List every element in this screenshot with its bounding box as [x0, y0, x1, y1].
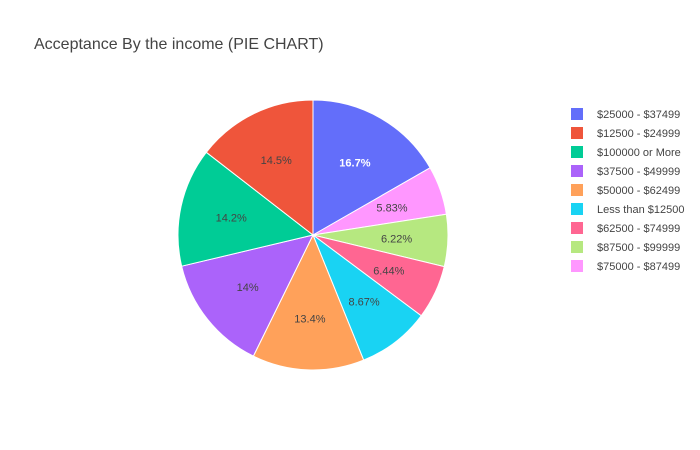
- slice-label-12500-24999: 14.5%: [261, 155, 292, 167]
- legend-swatch: [571, 127, 583, 139]
- pie-slice-25000-37499: [312, 99, 431, 236]
- legend-item-12500-24999[interactable]: $12500 - $24999: [571, 127, 680, 140]
- legend-swatch: [571, 108, 583, 120]
- legend-label: $62500 - $74999: [597, 223, 680, 235]
- pie-slice-labels: 16.7% 5.83% 6.22% 6.44% 8.67% 13.4% 14% 14.2% 14…: [216, 155, 413, 326]
- slice-label-87500-99999: 6.22%: [381, 233, 412, 245]
- legend-item-87500-99999[interactable]: $87500 - $99999: [571, 241, 680, 254]
- slice-label-50000-62499: 13.4%: [294, 314, 325, 326]
- legend-item-50000-62499[interactable]: $50000 - $62499: [571, 184, 680, 197]
- pie-slice-12500-24999: [205, 99, 314, 237]
- legend-swatch: [571, 184, 583, 196]
- legend-swatch: [571, 222, 583, 234]
- legend-item-25000-37499[interactable]: $25000 - $37499: [571, 108, 680, 121]
- legend-swatch: [571, 146, 583, 158]
- legend: $25000 - $37499 $12500 - $24999 $100000 or…: [571, 108, 684, 273]
- legend-swatch: [571, 165, 583, 177]
- legend-label: $37500 - $49999: [597, 166, 680, 178]
- slice-label-100000-or-more: 14.2%: [216, 212, 247, 224]
- legend-label: $100000 or More: [597, 147, 681, 159]
- legend-item-37500-49999[interactable]: $37500 - $49999: [571, 165, 680, 178]
- legend-label: $50000 - $62499: [597, 185, 680, 197]
- pie-slice-37500-49999: [181, 234, 314, 357]
- slice-label-25000-37499: 16.7%: [339, 158, 370, 170]
- legend-swatch: [571, 241, 583, 253]
- legend-item-75000-87499[interactable]: $75000 - $87499: [571, 260, 680, 273]
- slice-label-37500-49999: 14%: [237, 282, 259, 294]
- slice-label-less-than-12500: 8.67%: [348, 296, 379, 308]
- chart-title: Acceptance By the income (PIE CHART): [34, 36, 324, 53]
- slice-label-75000-87499: 5.83%: [376, 202, 407, 214]
- slice-label-62500-74999: 6.44%: [373, 266, 404, 278]
- pie-slices: [177, 99, 449, 371]
- legend-swatch: [571, 203, 583, 215]
- legend-label: $87500 - $99999: [597, 242, 680, 254]
- legend-item-less-than-12500[interactable]: Less than $12500: [571, 203, 684, 216]
- pie-slice-100000-or-more: [177, 151, 315, 267]
- legend-label: $25000 - $37499: [597, 109, 680, 121]
- legend-item-100000-or-more[interactable]: $100000 or More: [571, 146, 681, 159]
- pie-slice-50000-62499: [252, 233, 365, 371]
- legend-swatch: [571, 260, 583, 272]
- legend-label: $75000 - $87499: [597, 261, 680, 273]
- legend-item-62500-74999[interactable]: $62500 - $74999: [571, 222, 680, 235]
- legend-label: $12500 - $24999: [597, 128, 680, 140]
- legend-label: Less than $12500: [597, 204, 684, 216]
